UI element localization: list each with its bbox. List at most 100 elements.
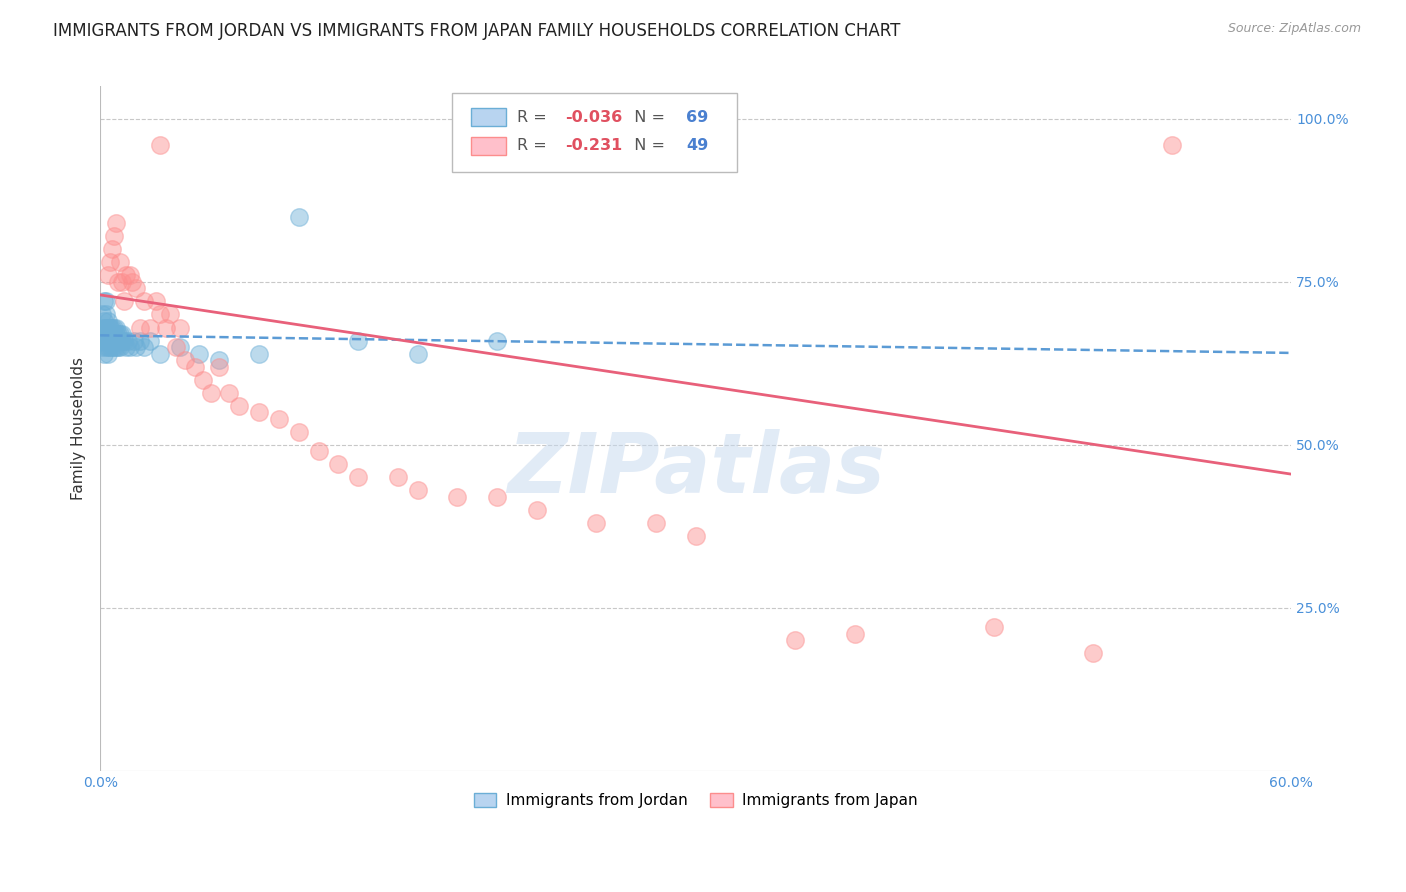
Point (105, 216, 128, 230)
Legend: Immigrants from Jordan, Immigrants from Japan: Immigrants from Jordan, Immigrants from … (467, 787, 924, 814)
Point (101, 334, 124, 348)
Point (91, 320, 114, 334)
Point (93, 314, 115, 328)
Point (308, 444, 330, 458)
Point (107, 340, 129, 354)
Point (94, 294, 117, 309)
Point (103, 340, 125, 354)
Point (97, 346, 120, 360)
Point (115, 268, 138, 283)
Point (169, 320, 191, 334)
Point (193, 373, 215, 387)
Text: -0.231: -0.231 (565, 138, 621, 153)
Point (93, 334, 115, 348)
Point (98, 340, 121, 354)
Point (287, 210, 309, 224)
Point (108, 334, 131, 348)
Point (406, 346, 429, 360)
Point (149, 308, 172, 322)
Point (105, 340, 128, 354)
Point (107, 326, 129, 341)
Point (267, 411, 290, 425)
Point (159, 308, 181, 322)
Point (94, 320, 117, 334)
Point (91, 340, 114, 354)
Point (103, 326, 125, 341)
Point (97, 314, 120, 328)
Point (111, 326, 134, 341)
Text: 49: 49 (686, 138, 709, 153)
Point (446, 490, 468, 504)
Point (247, 405, 270, 419)
Point (101, 326, 124, 341)
Point (103, 320, 125, 334)
Point (149, 346, 172, 360)
Point (128, 334, 150, 348)
FancyBboxPatch shape (451, 93, 737, 172)
Point (101, 334, 124, 348)
Point (97, 326, 120, 341)
Point (174, 353, 197, 368)
Point (486, 490, 509, 504)
Point (97, 334, 120, 348)
Point (105, 320, 128, 334)
Point (1081, 646, 1104, 660)
Point (97, 320, 120, 334)
Point (228, 399, 250, 413)
Point (98, 334, 121, 348)
Point (111, 334, 134, 348)
Point (125, 281, 148, 295)
Point (103, 334, 125, 348)
Text: R =: R = (517, 138, 553, 153)
Point (97, 334, 120, 348)
Point (169, 340, 191, 354)
Point (97, 268, 120, 283)
Point (1161, 138, 1184, 153)
Point (98, 326, 121, 341)
Point (98, 320, 121, 334)
Text: R =: R = (517, 110, 553, 125)
Point (128, 320, 150, 334)
Point (208, 353, 231, 368)
Point (107, 275, 129, 289)
Text: IMMIGRANTS FROM JORDAN VS IMMIGRANTS FROM JAPAN FAMILY HOUSEHOLDS CORRELATION CH: IMMIGRANTS FROM JORDAN VS IMMIGRANTS FRO… (53, 22, 901, 40)
Point (108, 326, 131, 341)
Point (93, 294, 115, 309)
Point (94, 326, 117, 341)
Point (105, 334, 128, 348)
Point (287, 425, 309, 439)
Point (844, 627, 866, 641)
Point (91, 308, 114, 322)
Point (247, 346, 270, 360)
Point (132, 294, 155, 309)
Point (125, 340, 148, 354)
Point (200, 385, 222, 400)
Point (121, 275, 143, 289)
Point (208, 359, 231, 374)
Point (101, 340, 124, 354)
Point (347, 470, 370, 484)
Point (97, 340, 120, 354)
Point (115, 340, 138, 354)
Point (983, 620, 1005, 634)
Point (486, 334, 509, 348)
Point (101, 326, 124, 341)
Point (347, 334, 370, 348)
Point (184, 359, 207, 374)
Text: 69: 69 (686, 110, 709, 125)
Point (139, 320, 162, 334)
Text: Source: ZipAtlas.com: Source: ZipAtlas.com (1227, 22, 1361, 36)
Point (118, 340, 141, 354)
Point (132, 340, 155, 354)
Point (149, 138, 172, 153)
Point (783, 633, 806, 648)
Point (94, 340, 117, 354)
Point (188, 346, 211, 360)
FancyBboxPatch shape (471, 137, 506, 155)
Point (155, 320, 177, 334)
Point (139, 334, 162, 348)
Point (406, 483, 429, 498)
Point (91, 334, 114, 348)
Point (108, 340, 131, 354)
Point (103, 229, 125, 244)
